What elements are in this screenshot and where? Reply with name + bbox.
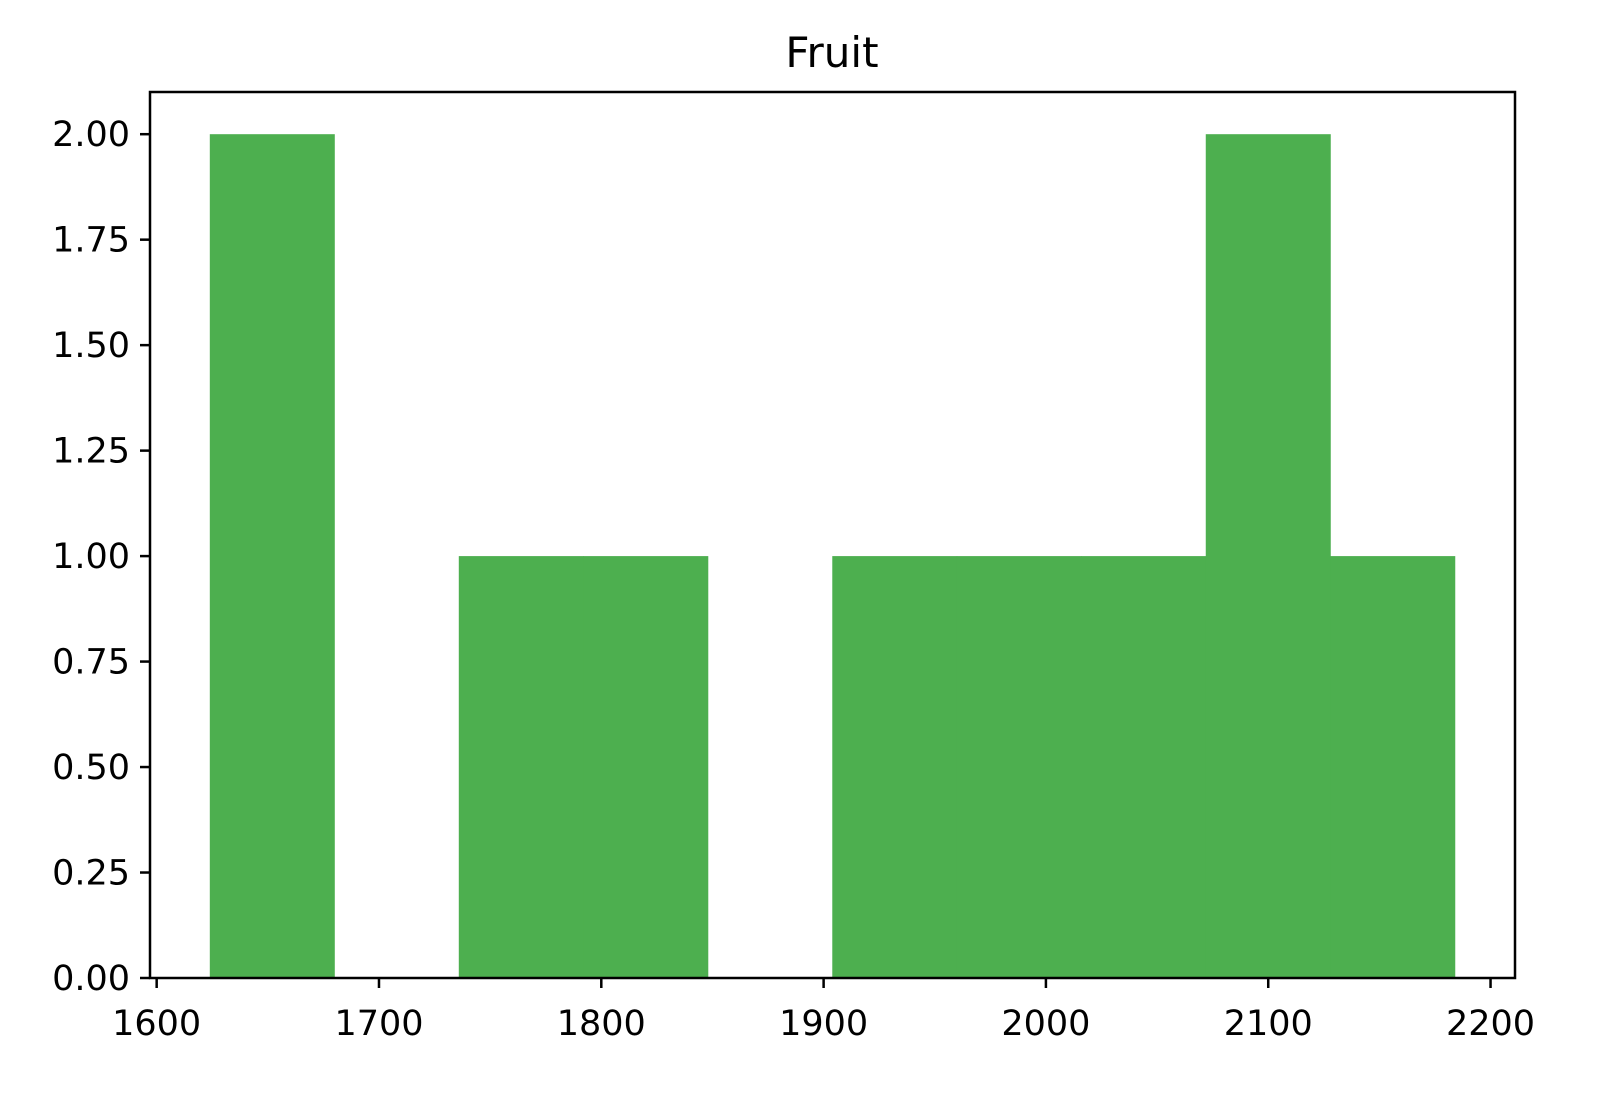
y-tick-label: 0.25: [52, 854, 130, 894]
histogram-bar-10: [1330, 556, 1456, 978]
y-axis: 0.00 0.25 0.50 0.75 1.00 1.25 1.50 1.75 2.00: [52, 115, 150, 999]
chart-title: Fruit: [785, 28, 878, 77]
x-tick-label: 2200: [1446, 1004, 1535, 1044]
histogram-bar-4: [583, 556, 709, 978]
y-tick-label: 2.00: [52, 115, 130, 155]
histogram-bar-3: [458, 556, 584, 978]
x-tick-label: 1800: [557, 1004, 646, 1044]
y-tick-label: 1.00: [52, 537, 130, 577]
y-tick-label: 0.00: [52, 959, 130, 999]
y-tick-label: 1.75: [52, 221, 130, 261]
y-tick-label: 1.50: [52, 326, 130, 366]
x-tick-label: 2000: [1001, 1004, 1090, 1044]
histogram-bar-7: [956, 556, 1082, 978]
histogram-bar-6: [832, 556, 958, 978]
x-tick-label: 1600: [112, 1004, 201, 1044]
x-tick-label: 1700: [334, 1004, 423, 1044]
y-tick-label: 1.25: [52, 432, 130, 472]
bars-layer: [209, 134, 1456, 978]
x-axis: 1600 1700 1800 1900 2000 2100 2200: [112, 978, 1535, 1044]
x-tick-label: 2100: [1224, 1004, 1313, 1044]
histogram-bar-8: [1081, 556, 1207, 978]
y-tick-label: 0.75: [52, 643, 130, 683]
x-tick-label: 1900: [779, 1004, 868, 1044]
y-tick-label: 0.50: [52, 748, 130, 788]
plot-frame: [148, 90, 1517, 980]
histogram-bar-1: [209, 134, 335, 978]
histogram-bar-9: [1205, 134, 1331, 978]
